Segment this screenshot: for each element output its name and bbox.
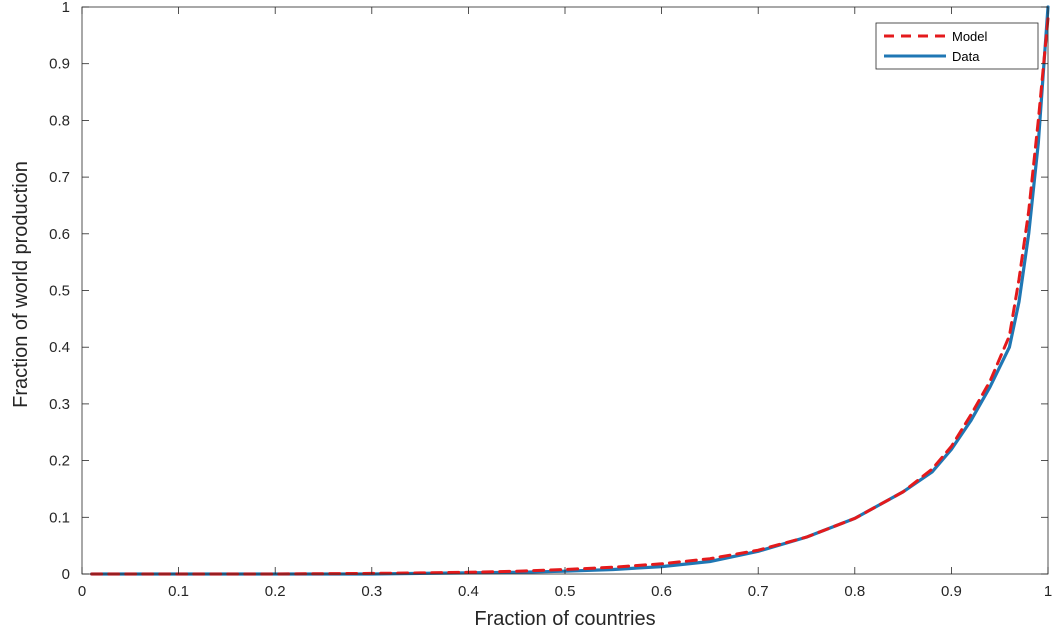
legend: Model Data: [875, 22, 1039, 70]
y-tick-label: 0.7: [49, 169, 70, 186]
plot-area: [82, 7, 1048, 574]
y-tick-label: 0.4: [49, 339, 70, 356]
x-tick-label: 0.7: [748, 583, 769, 600]
x-tick-label: 0.8: [844, 583, 865, 600]
x-tick-label: 0.1: [168, 583, 189, 600]
legend-label-data: Data: [952, 49, 980, 64]
x-tick-label: 0.3: [361, 583, 382, 600]
y-tick-label: 0.1: [49, 509, 70, 526]
y-axis-title: Fraction of world production: [10, 161, 32, 408]
x-axis-title: Fraction of countries: [474, 608, 655, 630]
y-tick-label: 0: [62, 566, 70, 583]
y-tick-label: 0.3: [49, 396, 70, 413]
legend-box: [875, 22, 1039, 70]
tick-marks: [81, 6, 1049, 575]
tick-labels: 0 0.1 0.2 0.3 0.4 0.5 0.6 0.7 0.8 0.9 1 0 0.1 0.2 0.3 0…: [49, 0, 1052, 600]
y-tick-label: 0.5: [49, 283, 70, 300]
x-tick-label: 0.9: [941, 583, 962, 600]
y-tick-label: 1: [62, 0, 70, 16]
y-tick-label: 0.6: [49, 226, 70, 243]
x-tick-label: 1: [1044, 583, 1052, 600]
x-tick-label: 0: [78, 583, 86, 600]
x-tick-label: 0.6: [651, 583, 672, 600]
x-tick-label: 0.4: [458, 583, 479, 600]
x-tick-label: 0.5: [555, 583, 576, 600]
x-tick-label: 0.2: [265, 583, 286, 600]
y-tick-label: 0.2: [49, 453, 70, 470]
legend-label-model: Model: [952, 29, 988, 44]
y-tick-label: 0.8: [49, 112, 70, 129]
y-tick-label: 0.9: [49, 56, 70, 73]
series-layer: [90, 5, 1050, 576]
series-line-data: [90, 5, 1050, 576]
series-line-model: [90, 16, 1050, 576]
